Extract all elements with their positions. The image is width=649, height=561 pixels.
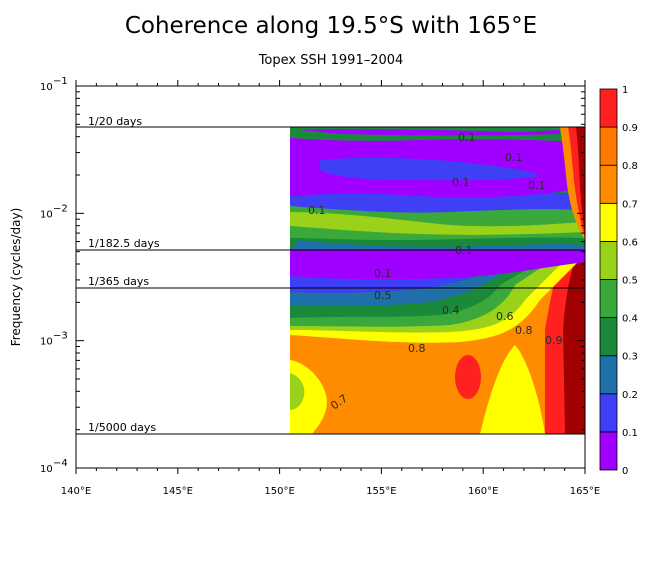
- y-tick-exponent: −1: [53, 76, 68, 87]
- colorbar-segment: [599, 279, 618, 318]
- ref-label-20-days: 1/20 days: [88, 115, 142, 128]
- colorbar-segment: [599, 355, 618, 395]
- reference-lines: 1/20 days 1/182.5 days 1/365 days 1/5000…: [76, 115, 585, 435]
- ref-label-182-days: 1/182.5 days: [88, 237, 160, 250]
- colorbar-label: 0.9: [622, 123, 638, 134]
- colorbar-segment: [599, 431, 618, 471]
- ref-label-5000-days: 1/5000 days: [88, 421, 156, 434]
- colorbar: 0 0.1 0.2 0.3 0.4 0.5 0.6 0.7 0.8 0.9 1: [599, 85, 638, 477]
- colorbar-label: 0.3: [622, 352, 638, 363]
- colorbar-label: 0.1: [622, 428, 638, 439]
- y-tick-exponent: −4: [53, 458, 68, 469]
- y-tick-label: 10: [40, 82, 53, 93]
- contour-label: 0.6: [496, 310, 514, 323]
- plot-frame: [75, 85, 586, 469]
- y-axis: 10−410−310−210−1: [40, 76, 585, 475]
- contour-label: 0.4: [442, 304, 460, 317]
- chart-subtitle: Topex SSH 1991–2004: [258, 53, 404, 68]
- contour-label: 0.1: [458, 131, 476, 144]
- colorbar-segment: [599, 126, 618, 166]
- colorbar-segment: [599, 240, 618, 280]
- colorbar-segment: [599, 164, 618, 204]
- contour-label: 0.1: [374, 267, 392, 280]
- y-tick-label: 10: [40, 464, 53, 475]
- colorbar-label: 0.4: [622, 314, 638, 325]
- x-tick-label: 145°E: [163, 486, 193, 497]
- y-axis-label: Frequency (cycles/day): [9, 208, 23, 347]
- y-tick-label: 10: [40, 337, 53, 348]
- colorbar-label: 0.6: [622, 237, 638, 248]
- colorbar-segment: [599, 88, 618, 128]
- y-tick-exponent: −2: [53, 203, 68, 214]
- x-tick-label: 140°E: [61, 486, 91, 497]
- colorbar-label: 0: [622, 466, 628, 477]
- x-axis: 140°E 145°E 150°E 155°E 160°E 165°E: [61, 80, 600, 497]
- contour-label: 0.5: [374, 289, 392, 302]
- y-tick-exponent: −3: [53, 331, 68, 342]
- x-tick-label: 165°E: [570, 486, 600, 497]
- contour-label: 0.8: [515, 324, 533, 337]
- x-tick-label: 155°E: [366, 486, 396, 497]
- contour-field: [290, 127, 585, 434]
- colorbar-label: 0.8: [622, 161, 638, 172]
- colorbar-label: 0.7: [622, 199, 638, 210]
- colorbar-segment: [599, 317, 618, 357]
- contour-labels: 0.1 0.1 0.1 0.1 0.1 0.1 0.1 0.5 0.4 0.6 …: [308, 131, 563, 412]
- contour-label: 0.1: [308, 204, 326, 217]
- colorbar-label: 0.5: [622, 276, 638, 287]
- contour-label: 0.8: [408, 342, 426, 355]
- colorbar-segment: [599, 202, 618, 242]
- chart-title: Coherence along 19.5°S with 165°E: [125, 13, 537, 39]
- contour-label: 0.1: [455, 244, 473, 257]
- colorbar-label: 1: [622, 85, 628, 96]
- contour-label: 0.1: [528, 179, 546, 192]
- colorbar-label: 0.2: [622, 390, 638, 401]
- contour-label: 0.1: [505, 151, 523, 164]
- ref-label-365-days: 1/365 days: [88, 275, 149, 288]
- contour-label: 0.9: [545, 334, 563, 347]
- colorbar-segment: [599, 393, 618, 433]
- x-tick-label: 150°E: [264, 486, 294, 497]
- contour-label: 0.1: [452, 176, 470, 189]
- x-tick-label: 160°E: [468, 486, 498, 497]
- y-tick-label: 10: [40, 209, 53, 220]
